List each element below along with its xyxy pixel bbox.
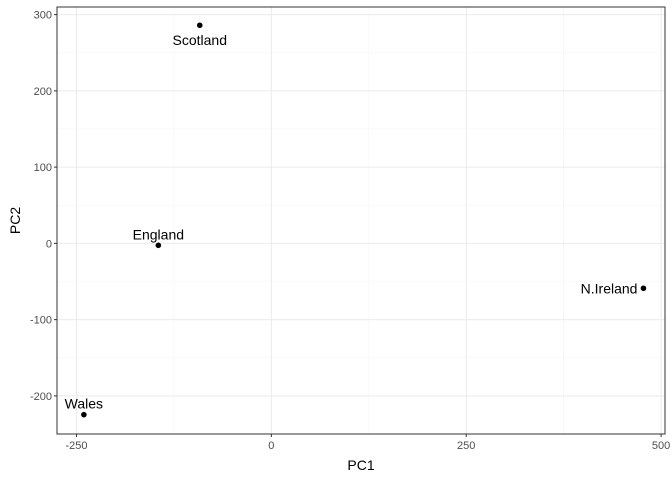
data-points xyxy=(81,22,647,418)
y-axis-title: PC2 xyxy=(7,207,23,234)
x-axis-title: PC1 xyxy=(347,457,374,473)
y-tick-label: 100 xyxy=(34,162,52,174)
point-n-ireland xyxy=(640,285,647,292)
x-axis-ticks: -250 0 250 500 xyxy=(65,434,670,452)
point-label-wales: Wales xyxy=(65,396,103,412)
y-tick-label: -200 xyxy=(30,391,52,403)
point-wales xyxy=(81,411,87,418)
x-tick-label: 0 xyxy=(268,440,274,452)
minor-grid xyxy=(57,7,665,434)
point-scotland xyxy=(196,22,203,29)
x-tick-label: 250 xyxy=(457,440,475,452)
y-tick-label: 0 xyxy=(46,238,52,250)
y-axis-ticks: -200 -100 0 100 200 300 xyxy=(30,10,57,403)
x-tick-label: -250 xyxy=(65,440,87,452)
y-tick-label: 300 xyxy=(34,10,52,22)
major-grid xyxy=(57,7,665,434)
point-label-scotland: Scotland xyxy=(173,32,227,48)
y-tick-label: 200 xyxy=(34,86,52,98)
point-label-england: England xyxy=(133,226,184,242)
point-labels: England Wales Scotland N.Ireland xyxy=(65,32,638,411)
y-tick-label: -100 xyxy=(30,315,52,327)
point-england xyxy=(155,242,162,249)
panel-border xyxy=(56,6,666,435)
point-label-n-ireland: N.Ireland xyxy=(581,280,638,296)
x-tick-label: 500 xyxy=(652,440,670,452)
